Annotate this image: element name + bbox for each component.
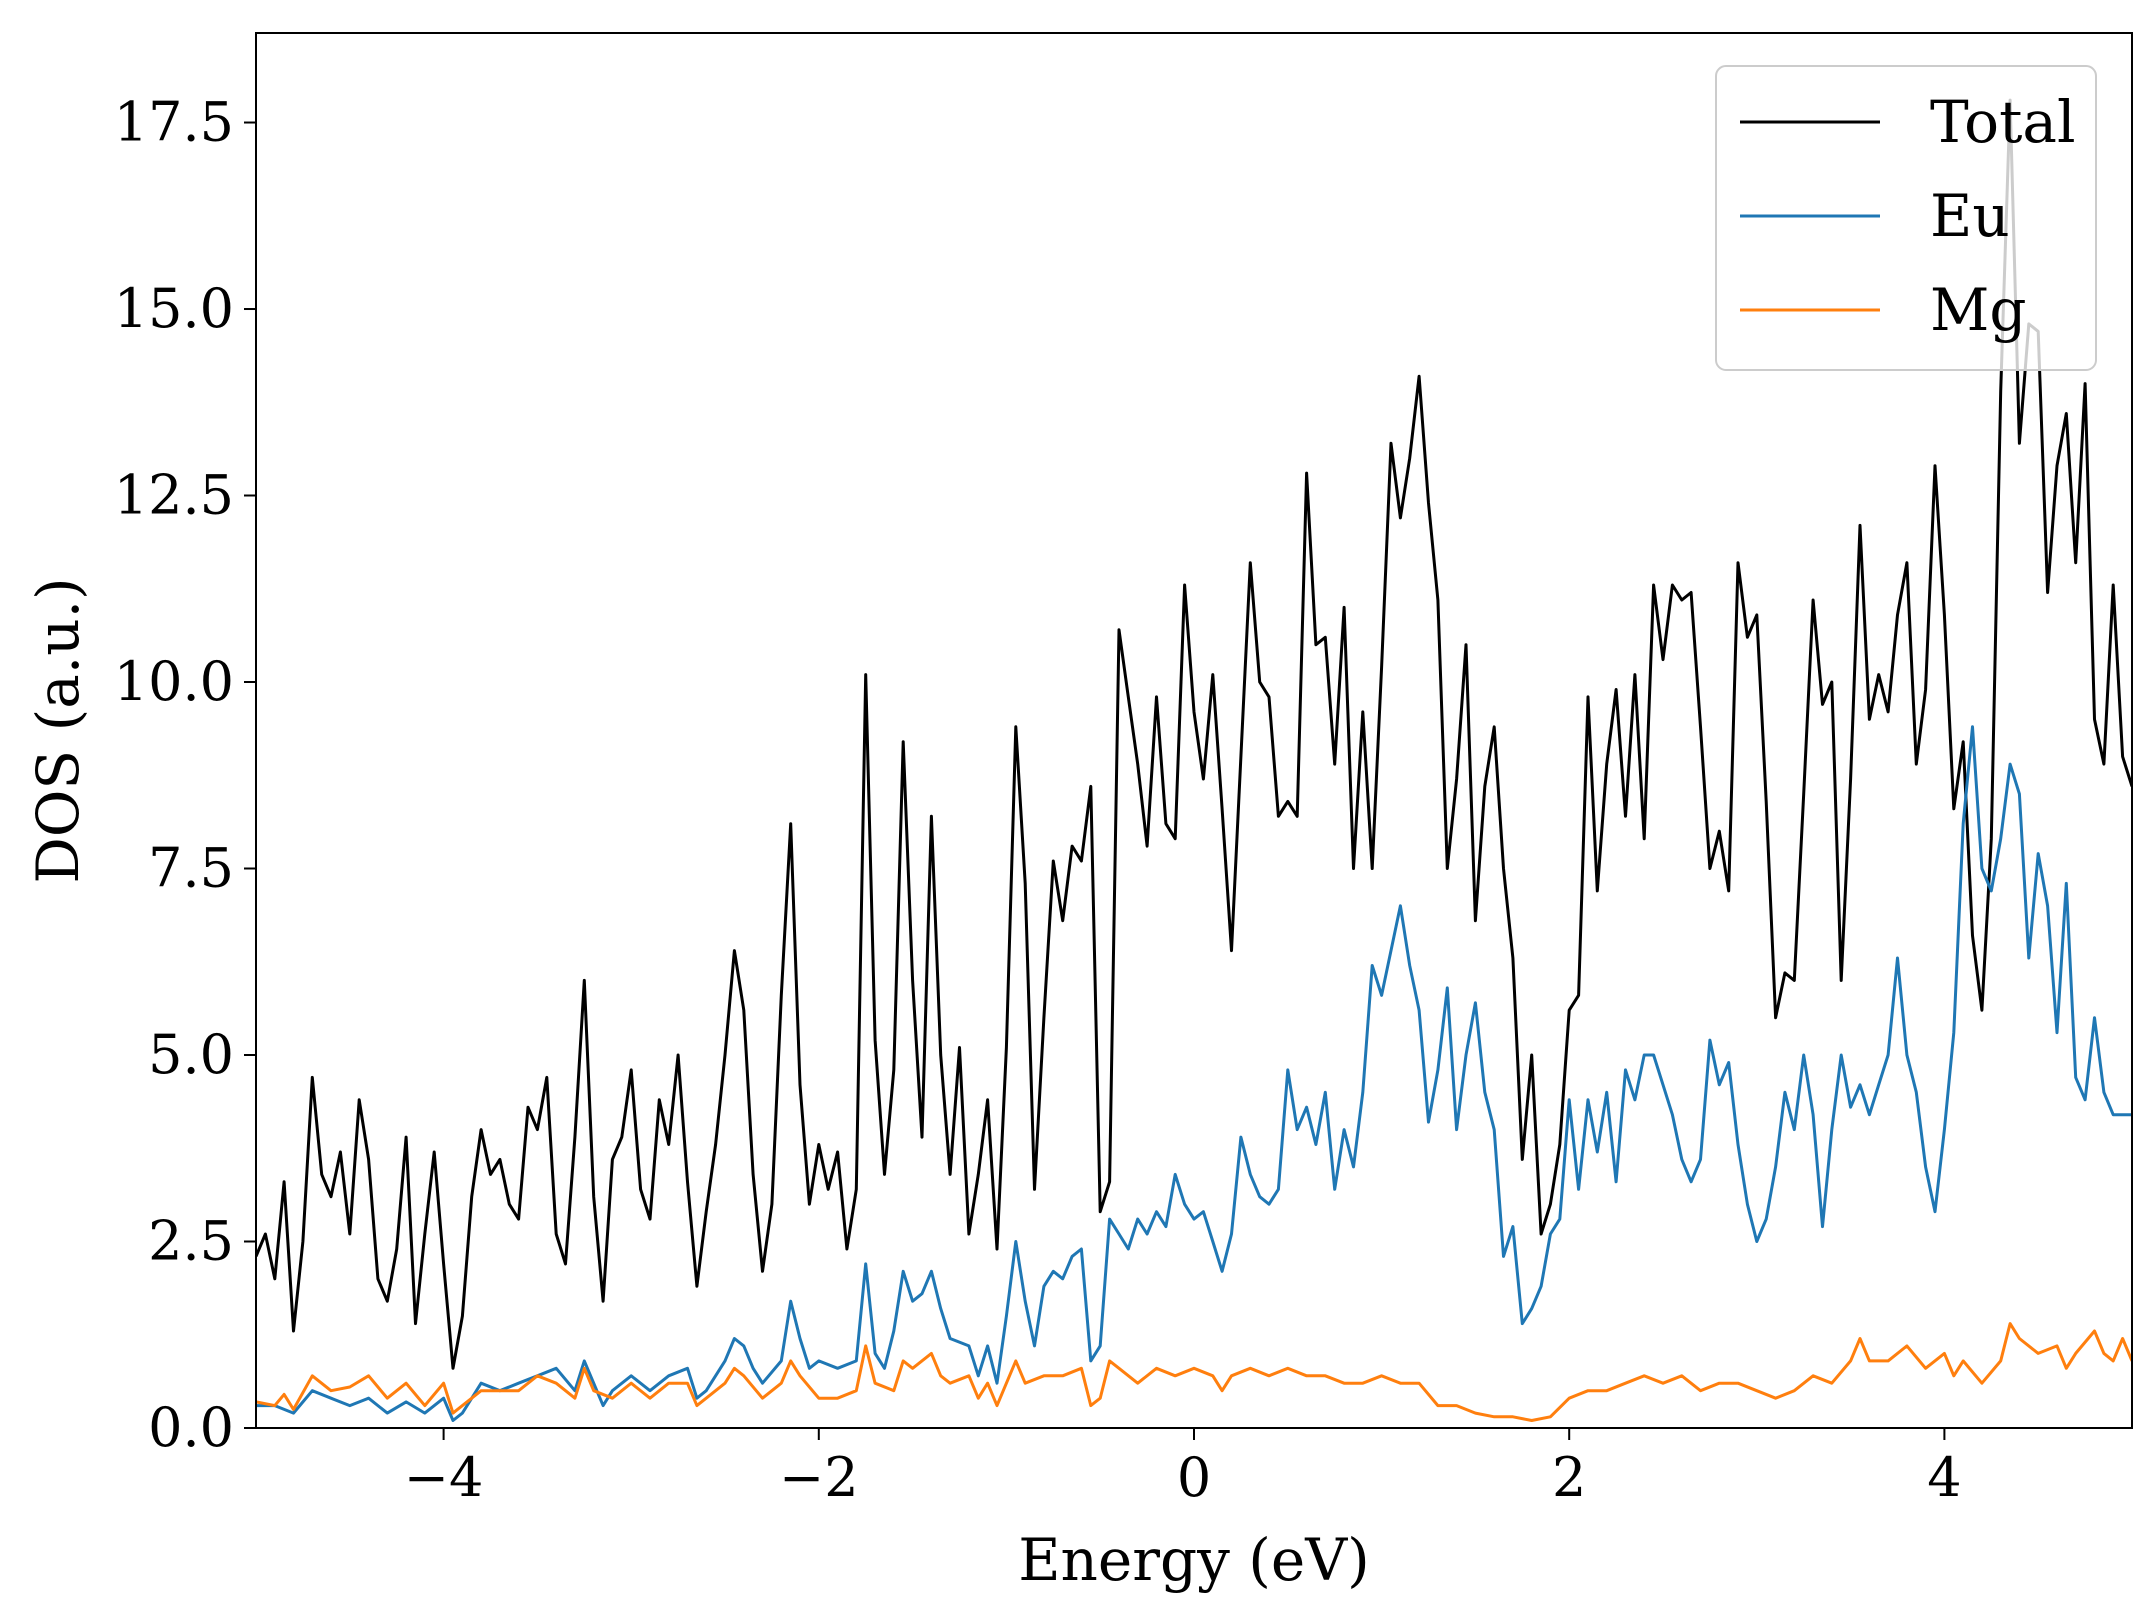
y-tick-label: 7.5 bbox=[148, 837, 234, 900]
legend-label-eu: Eu bbox=[1930, 182, 2010, 250]
y-axis: 0.0 2.5 5.0 7.5 10.0 12.5 15.0 17.5 bbox=[114, 91, 256, 1459]
x-tick-label: −4 bbox=[404, 1446, 484, 1509]
x-tick-label: 2 bbox=[1552, 1446, 1586, 1509]
series-line-total bbox=[256, 98, 2132, 1370]
y-tick-label: 2.5 bbox=[148, 1210, 234, 1273]
y-axis-label: DOS (a.u.) bbox=[24, 577, 92, 883]
series-line-eu bbox=[256, 725, 2132, 1422]
y-tick-label: 5.0 bbox=[148, 1023, 234, 1086]
series-layer bbox=[256, 98, 2132, 1422]
y-tick-label: 0.0 bbox=[148, 1396, 234, 1459]
x-tick-label: 4 bbox=[1927, 1446, 1961, 1509]
x-axis: −4 −2 0 2 4 bbox=[404, 1428, 1962, 1509]
y-tick-label: 12.5 bbox=[114, 464, 234, 527]
legend: Total Eu Mg bbox=[1715, 65, 2097, 371]
y-tick-label: 15.0 bbox=[114, 277, 234, 340]
x-tick-label: −2 bbox=[779, 1446, 859, 1509]
y-tick-label: 17.5 bbox=[114, 91, 234, 154]
series-line-mg bbox=[256, 1322, 2132, 1422]
legend-box bbox=[1715, 65, 2097, 371]
x-tick-label: 0 bbox=[1177, 1446, 1211, 1509]
y-tick-label: 10.0 bbox=[114, 650, 234, 713]
legend-label-mg: Mg bbox=[1930, 276, 2027, 344]
x-axis-label: Energy (eV) bbox=[1018, 1526, 1370, 1594]
legend-label-total: Total bbox=[1930, 88, 2076, 156]
